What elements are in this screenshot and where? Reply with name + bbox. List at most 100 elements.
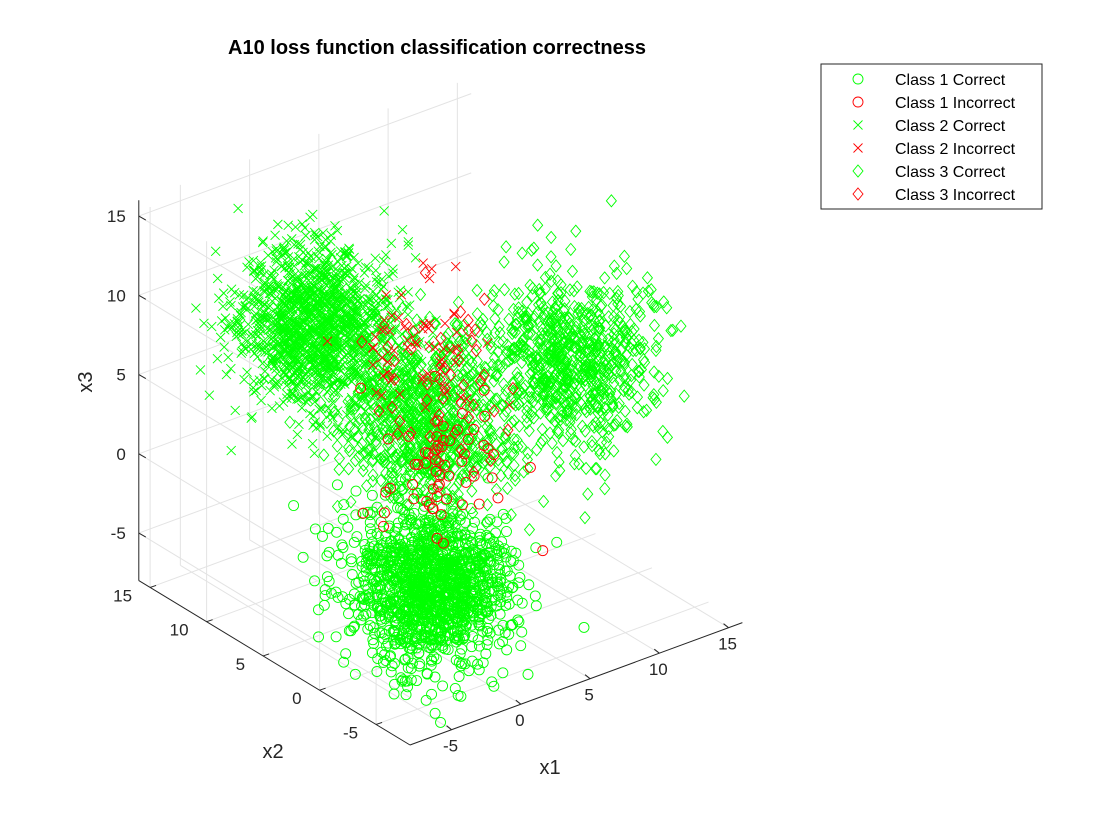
class-3-correct-point [559,311,571,325]
class-3-correct-point [378,452,390,466]
class-3-correct-point [555,409,567,423]
class-3-correct-point [579,326,591,340]
class-2-incorrect-point [461,394,472,404]
class-3-correct-point [341,427,353,442]
class-1-incorrect-point [439,459,451,471]
class-2-correct-point [249,301,260,312]
class-2-correct-point [256,395,266,406]
class-1-correct-point [392,542,404,554]
class-3-correct-point [497,334,509,349]
class-1-incorrect-point [478,440,490,451]
class-1-incorrect-point [420,457,432,469]
class-1-correct-point [409,526,420,538]
class-2-correct-point [319,354,330,365]
class-1-correct-point [322,522,334,534]
class-1-correct-point [399,537,411,549]
class-3-correct-point [600,435,613,450]
class-1-correct-point [399,675,411,687]
class-2-correct-point [340,246,350,257]
class-2-correct-point [314,330,325,341]
class-3-correct-point [357,464,369,478]
class-1-correct-point [389,638,401,650]
class-3-correct-point [490,369,502,383]
class-1-correct-point [409,631,421,643]
class-3-correct-point [576,307,588,322]
class-3-correct-point [407,391,419,405]
class-3-correct-point [596,379,609,393]
class-3-correct-point [630,302,642,317]
class-2-correct-point [328,362,338,372]
class-2-correct-point [308,391,319,402]
class-3-correct-point [411,418,423,432]
class-3-correct-point [465,431,478,445]
class-1-correct-point [494,563,505,575]
class-2-correct-point [332,325,343,335]
class-2-correct-point [263,325,274,336]
class-1-correct-point [390,619,402,631]
class-1-correct-point [356,560,368,572]
class-3-correct-point [377,409,389,423]
class-3-correct-point [552,274,564,288]
class-3-correct-point [635,362,648,377]
y-tick-label: 10 [170,621,189,640]
class-1-correct-point [491,516,503,528]
class-1-correct-point [501,526,512,537]
class-3-correct-point [568,284,580,298]
class-2-correct-point [289,367,299,377]
class-1-incorrect-point [423,499,435,511]
class-2-correct-point [364,359,375,370]
class-2-incorrect-point [394,389,405,400]
class-1-incorrect-point [431,532,443,544]
class-3-correct-point [595,435,608,450]
class-2-correct-point [310,230,321,240]
class-2-correct-point [249,297,260,307]
class-2-correct-point [293,303,303,314]
class-2-correct-point [267,317,277,328]
class-1-correct-point [501,644,513,656]
class-3-correct-point [618,249,630,264]
class-2-correct-point [300,230,311,241]
class-1-incorrect-point [355,382,367,394]
class-1-correct-point [367,634,379,646]
class-3-correct-point [426,395,438,410]
class-3-correct-point [596,345,608,359]
class-3-incorrect-point [382,340,394,354]
class-2-correct-point [199,318,209,329]
class-1-correct-point [473,664,485,676]
class-1-correct-point [416,536,428,548]
class-3-correct-point [564,283,576,297]
class-3-correct-point [583,362,595,376]
class-3-correct-point [364,386,376,400]
class-2-correct-point [342,333,353,343]
class-2-correct-point [292,276,303,287]
class-3-correct-point [359,413,372,427]
class-3-correct-point [555,311,567,325]
class-2-correct-point [355,323,365,333]
class-1-incorrect-point [436,441,448,453]
class-3-correct-point [523,522,536,537]
class-3-correct-point [521,452,533,467]
class-2-correct-point [410,252,421,263]
class-3-correct-point [539,387,551,402]
class-2-correct-point [350,279,360,290]
class-2-correct-point [234,290,245,300]
class-3-correct-point [453,446,465,460]
class-2-correct-point [271,354,282,365]
class-2-correct-point [259,373,269,384]
class-3-correct-point [634,341,646,355]
class-2-correct-point [349,252,359,263]
class-1-correct-point [415,563,427,575]
class-2-correct-point [318,283,329,294]
class-3-correct-point [637,335,649,350]
class-3-correct-point [617,319,629,334]
class-2-correct-point [387,389,398,399]
class-2-correct-point [230,405,241,416]
class-3-correct-point [419,381,431,396]
class-2-correct-point [313,246,324,257]
grid-line [375,601,709,725]
class-2-correct-point [381,250,391,260]
class-3-correct-point [553,455,565,469]
class-2-correct-point [204,390,215,401]
class-3-correct-point [468,381,480,395]
class-3-correct-point [493,335,505,350]
